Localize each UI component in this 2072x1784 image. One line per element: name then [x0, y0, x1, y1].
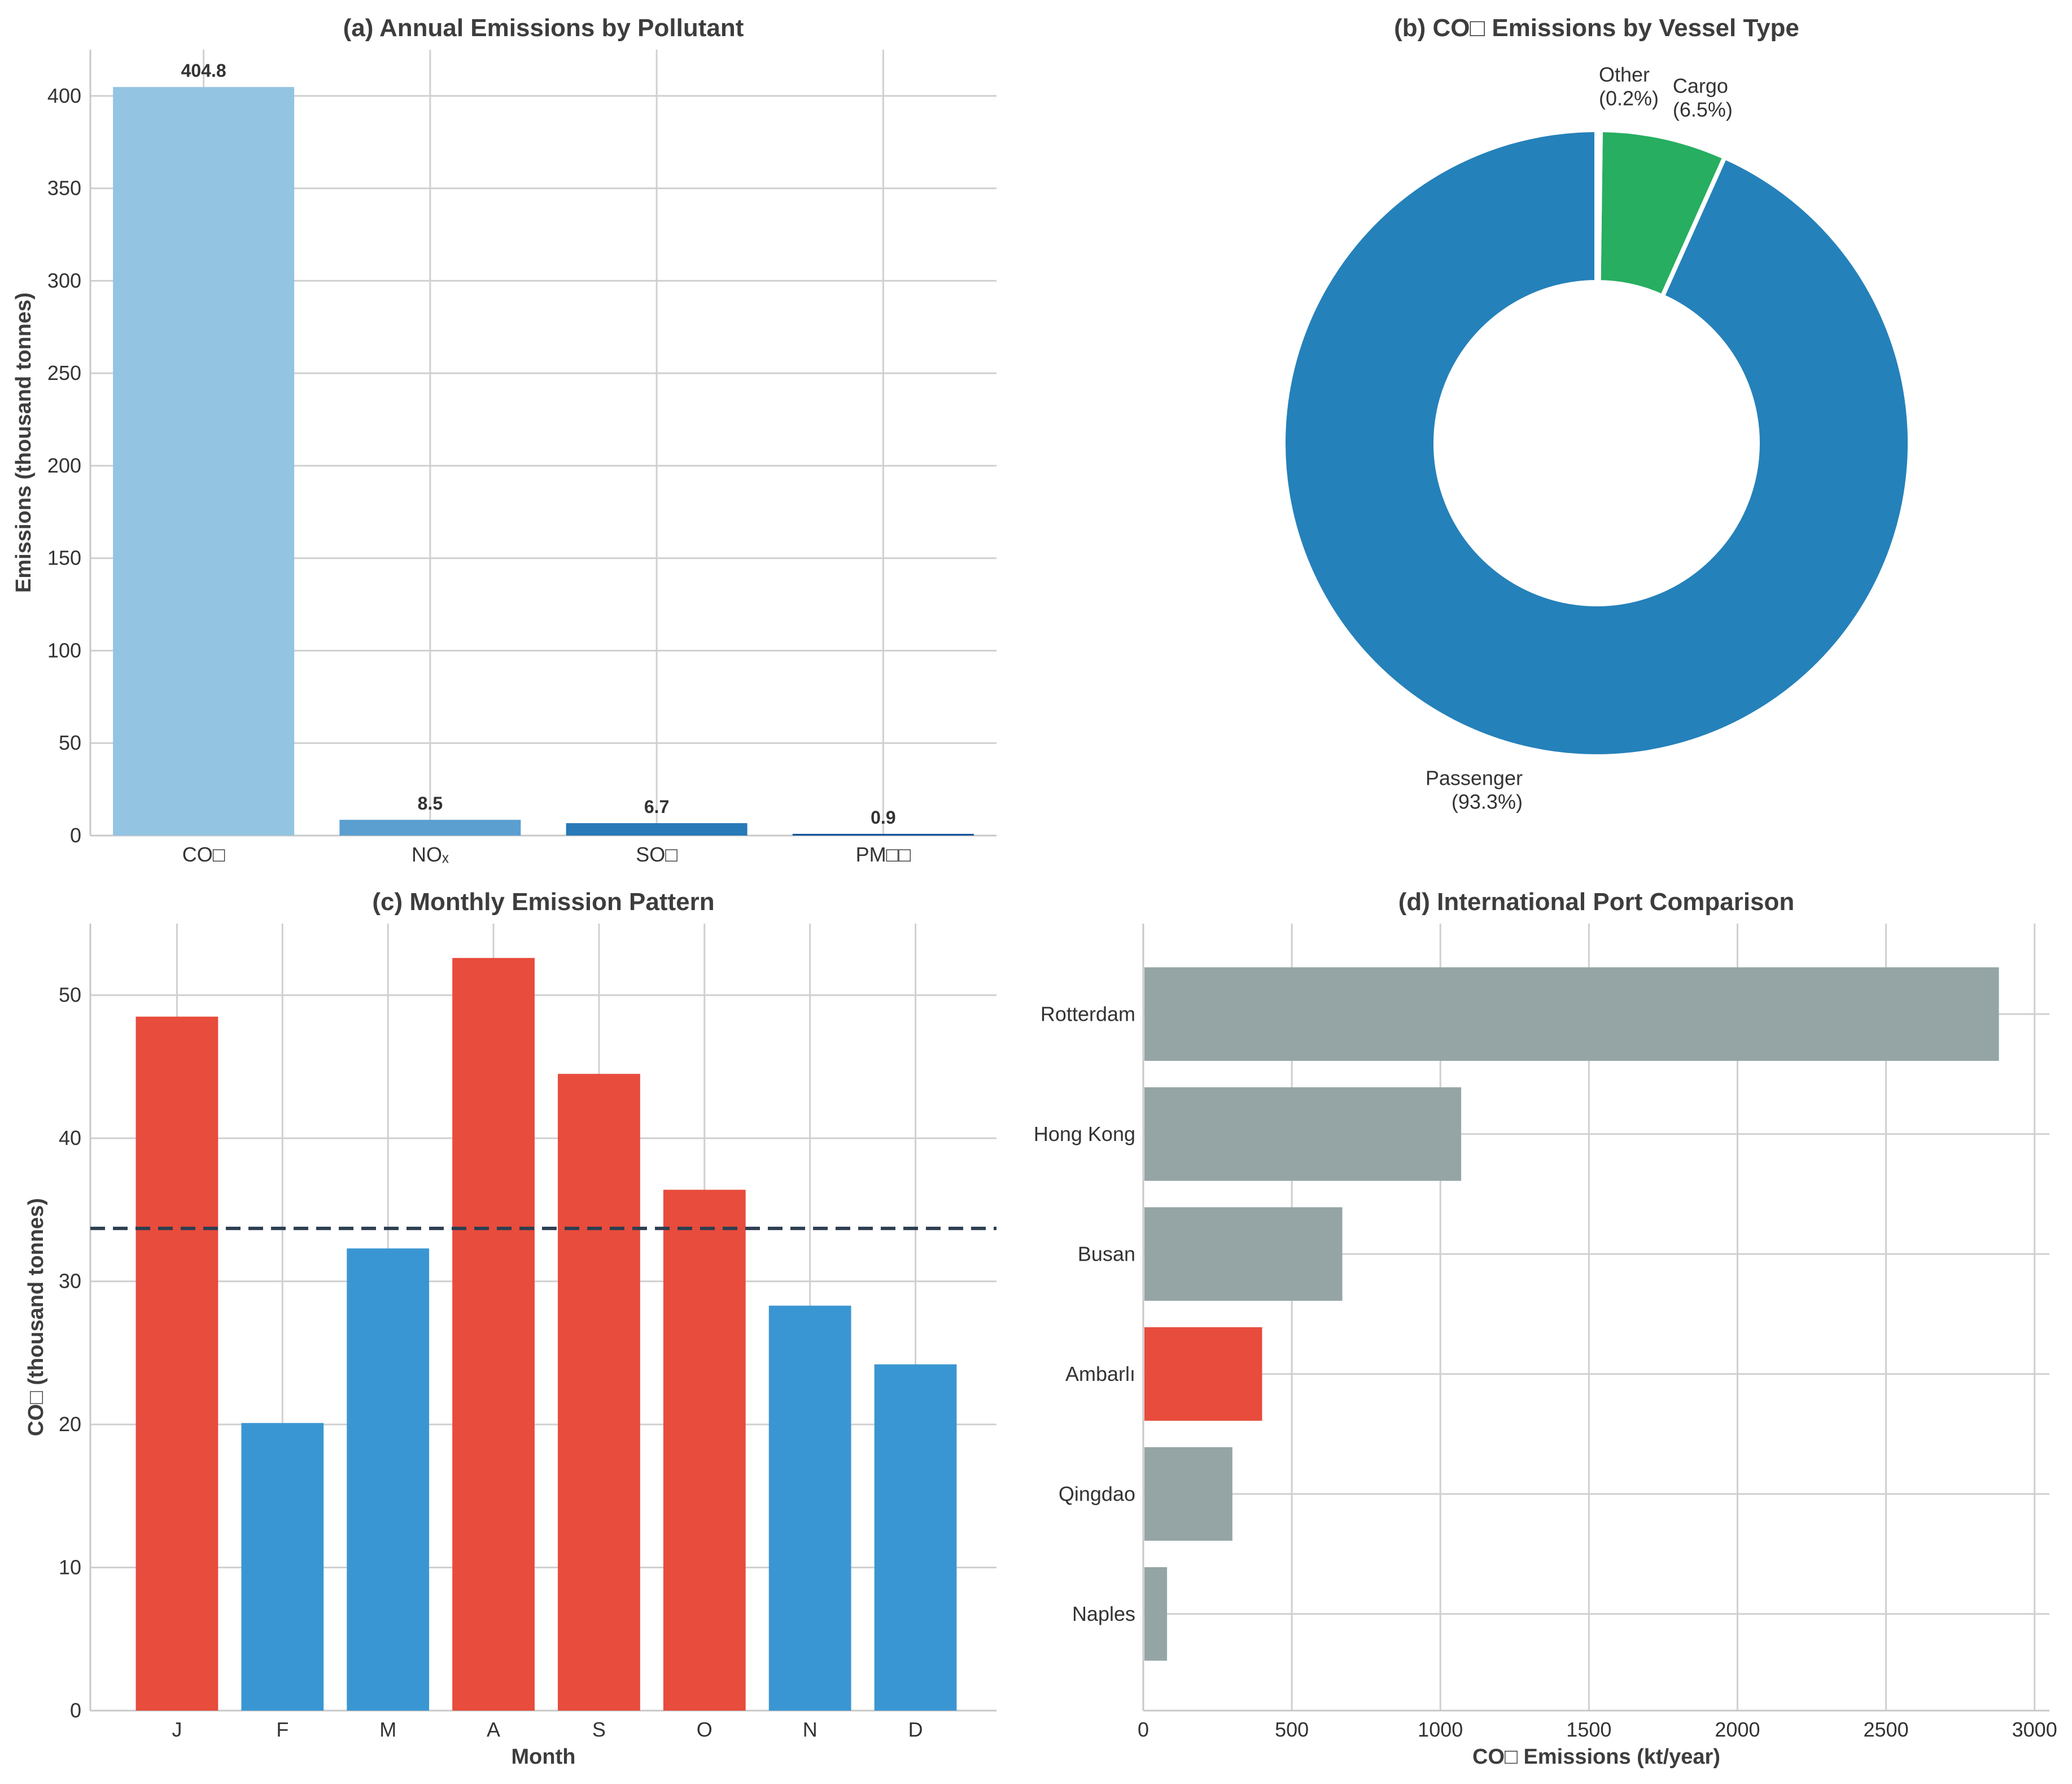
panel-a-value-label: 0.9: [871, 807, 895, 828]
panel-c-bar: [768, 1305, 851, 1711]
panel-c-y-tick-label: 30: [59, 1270, 81, 1293]
panel-d-bar: [1144, 1327, 1262, 1421]
panel-b-title: (b) CO□ Emissions by Vessel Type: [1394, 14, 1799, 42]
panel-d-title: (d) International Port Comparison: [1398, 888, 1795, 916]
panel-d-bar: [1144, 967, 1999, 1061]
panel-a-y-tick-label: 100: [47, 639, 81, 662]
panel-b-slice-label: Other (0.2%): [1599, 63, 1659, 110]
panel-d-x-axis-label: CO□ Emissions (kt/year): [1472, 1745, 1720, 1769]
panel-a-y-tick-label: 250: [47, 361, 81, 384]
panel-b-slice-label-line: (93.3%): [1452, 790, 1523, 813]
panel-c-y-tick-label: 40: [59, 1126, 81, 1149]
panel-d-x-tick-label: 2000: [1715, 1718, 1760, 1741]
panel-c-x-tick-label: J: [172, 1718, 182, 1741]
panel-d-x-tick-label: 3000: [2012, 1718, 2057, 1741]
panel-c-x-axis-label: Month: [512, 1745, 576, 1769]
panel-d-x-tick-label: 0: [1138, 1718, 1149, 1741]
panel-a-x-tick-label: SO□: [636, 843, 677, 866]
panel-c-x-tick-label: A: [487, 1718, 500, 1741]
panel-d-port-comparison: (d) International Port Comparison 0 500 100…: [1034, 888, 2057, 1769]
panel-c-x-tick-label: F: [276, 1718, 288, 1741]
panel-c-x-tick-label: M: [379, 1718, 396, 1741]
panel-c-bar: [874, 1364, 957, 1711]
panel-b-slice-label-line: Cargo: [1673, 75, 1728, 98]
panel-c-y-tick-label: 50: [59, 983, 81, 1007]
panel-b-slice-passenger: [1281, 127, 1912, 759]
panel-c-title: (c) Monthly Emission Pattern: [372, 888, 714, 916]
panel-c-x-tick-label: O: [697, 1718, 712, 1741]
panel-b-slice-other: [1594, 127, 1603, 285]
panel-a-value-label: 404.8: [181, 60, 226, 81]
panel-b-slice-label: Passenger (93.3%): [1426, 766, 1523, 813]
panel-c-y-axis-label: CO□ (thousand tonnes): [24, 1198, 48, 1436]
panel-c-x-tick-label: D: [908, 1718, 923, 1741]
panel-a-y-axis-label: Emissions (thousand tonnes): [12, 292, 36, 593]
panel-a-x-tick-label: PM□□: [856, 843, 911, 866]
panel-c-bar: [135, 1016, 218, 1711]
panel-a-bar: [792, 834, 974, 836]
panel-d-x-tick-label: 1000: [1418, 1718, 1463, 1741]
panel-c-y-tick-label: 20: [59, 1413, 81, 1436]
panel-a-x-tick-label: CO□: [182, 843, 225, 866]
panel-d-x-tick-label: 1500: [1566, 1718, 1611, 1741]
panel-c-x-tick-label: S: [592, 1718, 606, 1741]
panel-d-y-tick-label: Rotterdam: [1041, 1002, 1135, 1025]
panel-a-y-tick-label: 150: [47, 546, 81, 570]
panel-d-bar: [1144, 1207, 1343, 1301]
panel-a-value-label: 8.5: [418, 793, 443, 814]
panel-c-bar: [241, 1423, 324, 1711]
panel-b-slice-label-line: (0.2%): [1599, 86, 1659, 110]
panel-d-x-tick-label: 500: [1275, 1718, 1309, 1741]
panel-a-y-tick-label: 350: [47, 177, 81, 200]
panel-c-x-tick-label: N: [803, 1718, 818, 1741]
panel-d-y-tick-label: Qingdao: [1059, 1482, 1135, 1505]
panel-d-bar: [1144, 1567, 1168, 1661]
panel-c-y-tick-label: 0: [70, 1699, 81, 1722]
panel-d-x-tick-label: 2500: [1864, 1718, 1909, 1741]
panel-a-bar: [113, 87, 295, 836]
panel-b-slice-label-line: (6.5%): [1673, 98, 1733, 121]
panel-d-y-tick-label: Hong Kong: [1034, 1122, 1135, 1145]
panel-b-slice-label: Cargo (6.5%): [1673, 75, 1733, 121]
panel-b-vessel-type-donut: (b) CO□ Emissions by Vessel Type Passenge…: [1281, 14, 1912, 813]
panel-c-bar: [452, 957, 535, 1711]
panel-c-bar: [663, 1190, 746, 1711]
panel-a-y-tick-label: 0: [70, 824, 81, 847]
panel-c-monthly-pattern: (c) Monthly Emission Pattern 0 10 20 30 40 50 J…: [24, 888, 996, 1769]
panel-a-y-tick-label: 50: [59, 731, 81, 754]
panel-a-value-label: 6.7: [644, 797, 669, 817]
panel-b-slice-label-line: Passenger: [1426, 766, 1523, 789]
panel-d-y-tick-label: Ambarlı: [1065, 1362, 1135, 1385]
panel-a-title: (a) Annual Emissions by Pollutant: [343, 14, 744, 42]
panel-a-y-tick-label: 400: [47, 84, 81, 107]
panel-a-bar: [566, 823, 748, 836]
panel-a-x-tick-label: NOₓ: [412, 843, 449, 866]
panel-a-annual-emissions: (a) Annual Emissions by Pollutant 0 50 100 1…: [12, 14, 996, 866]
panel-c-bar: [558, 1074, 640, 1711]
panel-d-y-tick-label: Naples: [1072, 1602, 1135, 1625]
panel-d-y-tick-label: Busan: [1078, 1242, 1135, 1265]
panel-a-bar: [339, 820, 521, 836]
panel-d-bar: [1144, 1087, 1462, 1181]
panel-a-y-tick-label: 200: [47, 454, 81, 477]
panel-c-y-tick-label: 10: [59, 1556, 81, 1579]
panel-d-bar: [1144, 1447, 1232, 1541]
panel-a-y-tick-label: 300: [47, 269, 81, 292]
panel-c-bar: [347, 1248, 430, 1711]
panel-b-slice-label-line: Other: [1599, 63, 1650, 86]
